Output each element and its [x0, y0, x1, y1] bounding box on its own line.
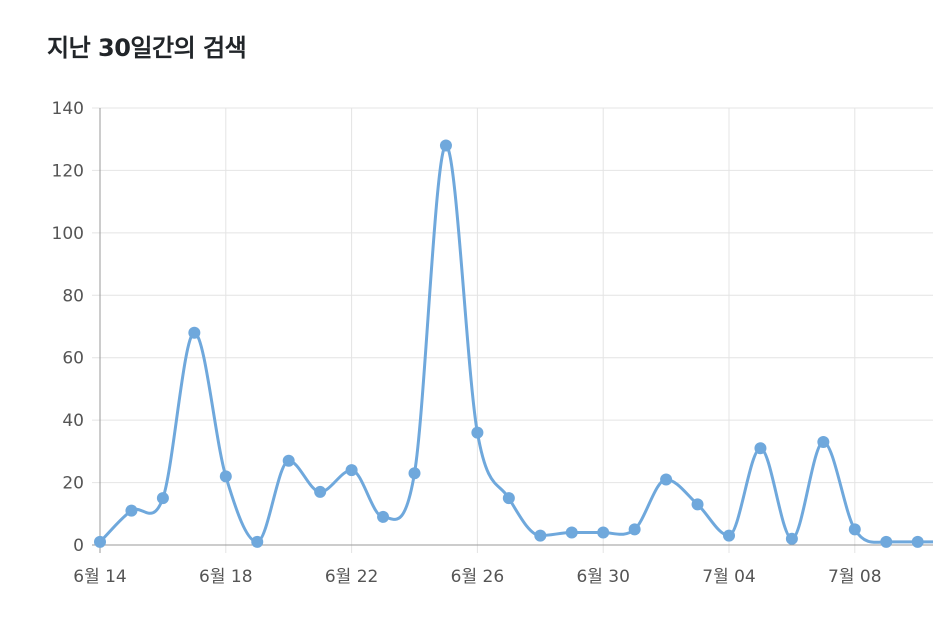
- y-tick-label: 0: [73, 536, 84, 556]
- data-point: [785, 532, 798, 545]
- data-point: [439, 139, 452, 152]
- grid-layer: [92, 107, 933, 553]
- data-point: [251, 535, 264, 548]
- data-point: [156, 492, 169, 505]
- data-point: [125, 504, 138, 517]
- axis-layer: 0 20 40 60 80 100 120 140 6월 14 6월 18 6월 22 6월 26 6월…: [52, 99, 933, 587]
- x-tick-label: 7월 04: [702, 567, 756, 587]
- data-point: [282, 454, 295, 467]
- data-point: [471, 426, 484, 439]
- y-tick-label: 80: [62, 286, 84, 306]
- data-point: [754, 442, 767, 455]
- data-point: [408, 467, 421, 480]
- data-point: [345, 464, 358, 477]
- y-tick-label: 60: [62, 349, 84, 369]
- data-point: [94, 535, 106, 548]
- data-point: [817, 435, 830, 448]
- data-point: [314, 485, 327, 498]
- x-tick-label: 7월 08: [828, 567, 882, 587]
- y-tick-label: 120: [52, 161, 84, 181]
- data-point: [219, 470, 232, 483]
- data-point: [188, 326, 201, 339]
- point-layer: [94, 139, 924, 548]
- y-tick-label: 20: [62, 474, 84, 494]
- x-tick-label: 6월 18: [199, 567, 253, 587]
- data-point: [691, 498, 704, 511]
- chart-title: 지난 30일간의 검색: [47, 34, 247, 62]
- data-point: [502, 492, 515, 505]
- x-tick-label: 6월 30: [576, 567, 630, 587]
- data-point: [660, 473, 673, 486]
- data-point: [880, 535, 893, 548]
- data-point: [534, 529, 547, 542]
- x-tick-label: 6월 22: [325, 567, 379, 587]
- y-tick-label: 100: [52, 224, 84, 244]
- data-point: [628, 523, 641, 536]
- x-tick-label: 6월 26: [451, 567, 505, 587]
- data-point: [565, 526, 578, 539]
- data-point: [377, 510, 390, 523]
- data-point: [723, 529, 735, 542]
- data-point: [597, 526, 610, 539]
- y-tick-label: 140: [52, 99, 84, 119]
- data-point: [911, 535, 924, 548]
- x-tick-label: 6월 14: [73, 567, 127, 587]
- y-tick-label: 40: [62, 411, 84, 431]
- data-point: [848, 523, 861, 536]
